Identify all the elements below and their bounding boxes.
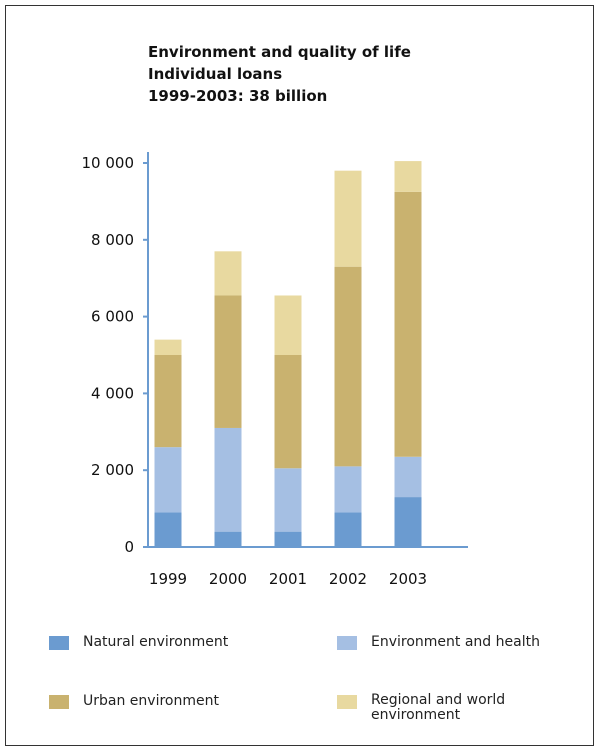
chart-title: Environment and quality of life Individu… (148, 41, 411, 107)
bar-2002-environment-and-health (334, 466, 362, 513)
axes-group: 1999 2000 2001 2002 2003 0 2 000 4 000 6 000 8 00… (82, 152, 468, 588)
x-tick-label-2003: 2003 (389, 570, 427, 588)
bar-2003-environment-and-health (394, 456, 422, 498)
y-tick-label-0: 0 (124, 538, 134, 556)
x-tick-label-2001: 2001 (269, 570, 307, 588)
y-tick-label-6000: 6 000 (91, 308, 134, 326)
bar-2000-regional-and-world-environment (214, 251, 242, 296)
legend-swatch-natural-environment (49, 636, 69, 650)
legend-label-environment-and-health: Environment and health (371, 634, 540, 650)
bar-2002-natural-environment (334, 512, 362, 547)
bar-2000-environment-and-health (214, 427, 242, 532)
bar-2001-regional-and-world-environment (274, 295, 302, 355)
bar-1999-regional-and-world-environment (154, 339, 182, 355)
legend-label-natural-environment: Natural environment (83, 634, 229, 650)
title-line-3: 1999-2003: 38 billion (148, 87, 328, 105)
x-tick-label-1999: 1999 (149, 570, 187, 588)
title-line-1: Environment and quality of life (148, 43, 411, 61)
legend-swatch-urban-environment (49, 695, 69, 709)
bar-2000-natural-environment (214, 531, 242, 547)
x-tick-label-2002: 2002 (329, 570, 367, 588)
bar-1999-environment-and-health (154, 447, 182, 513)
bar-1999-natural-environment (154, 512, 182, 547)
bar-2001-natural-environment (274, 531, 302, 547)
y-tick-label-2000: 2 000 (91, 461, 134, 479)
legend-label-urban-environment: Urban environment (83, 693, 219, 709)
title-line-2: Individual loans (148, 65, 283, 83)
bar-2002-urban-environment (334, 266, 362, 467)
bar-2001-urban-environment (274, 355, 302, 469)
legend-label-regional-and-world-environment: Regional and world environment (371, 692, 506, 723)
bar-2001-environment-and-health (274, 468, 302, 532)
x-tick-label-2000: 2000 (209, 570, 247, 588)
bar-2000-urban-environment (214, 295, 242, 428)
legend-swatch-environment-and-health (337, 636, 357, 650)
bar-1999-urban-environment (154, 355, 182, 448)
bar-2003-natural-environment (394, 497, 422, 547)
y-tick-label-8000: 8 000 (91, 231, 134, 249)
bar-2003-urban-environment (394, 191, 422, 457)
bars-group (154, 161, 422, 547)
bar-2002-regional-and-world-environment (334, 170, 362, 267)
y-tick-label-10000: 10 000 (82, 154, 135, 172)
bar-2003-regional-and-world-environment (394, 161, 422, 192)
y-tick-label-4000: 4 000 (91, 384, 134, 402)
legend-swatch-regional-and-world-environment (337, 695, 357, 709)
